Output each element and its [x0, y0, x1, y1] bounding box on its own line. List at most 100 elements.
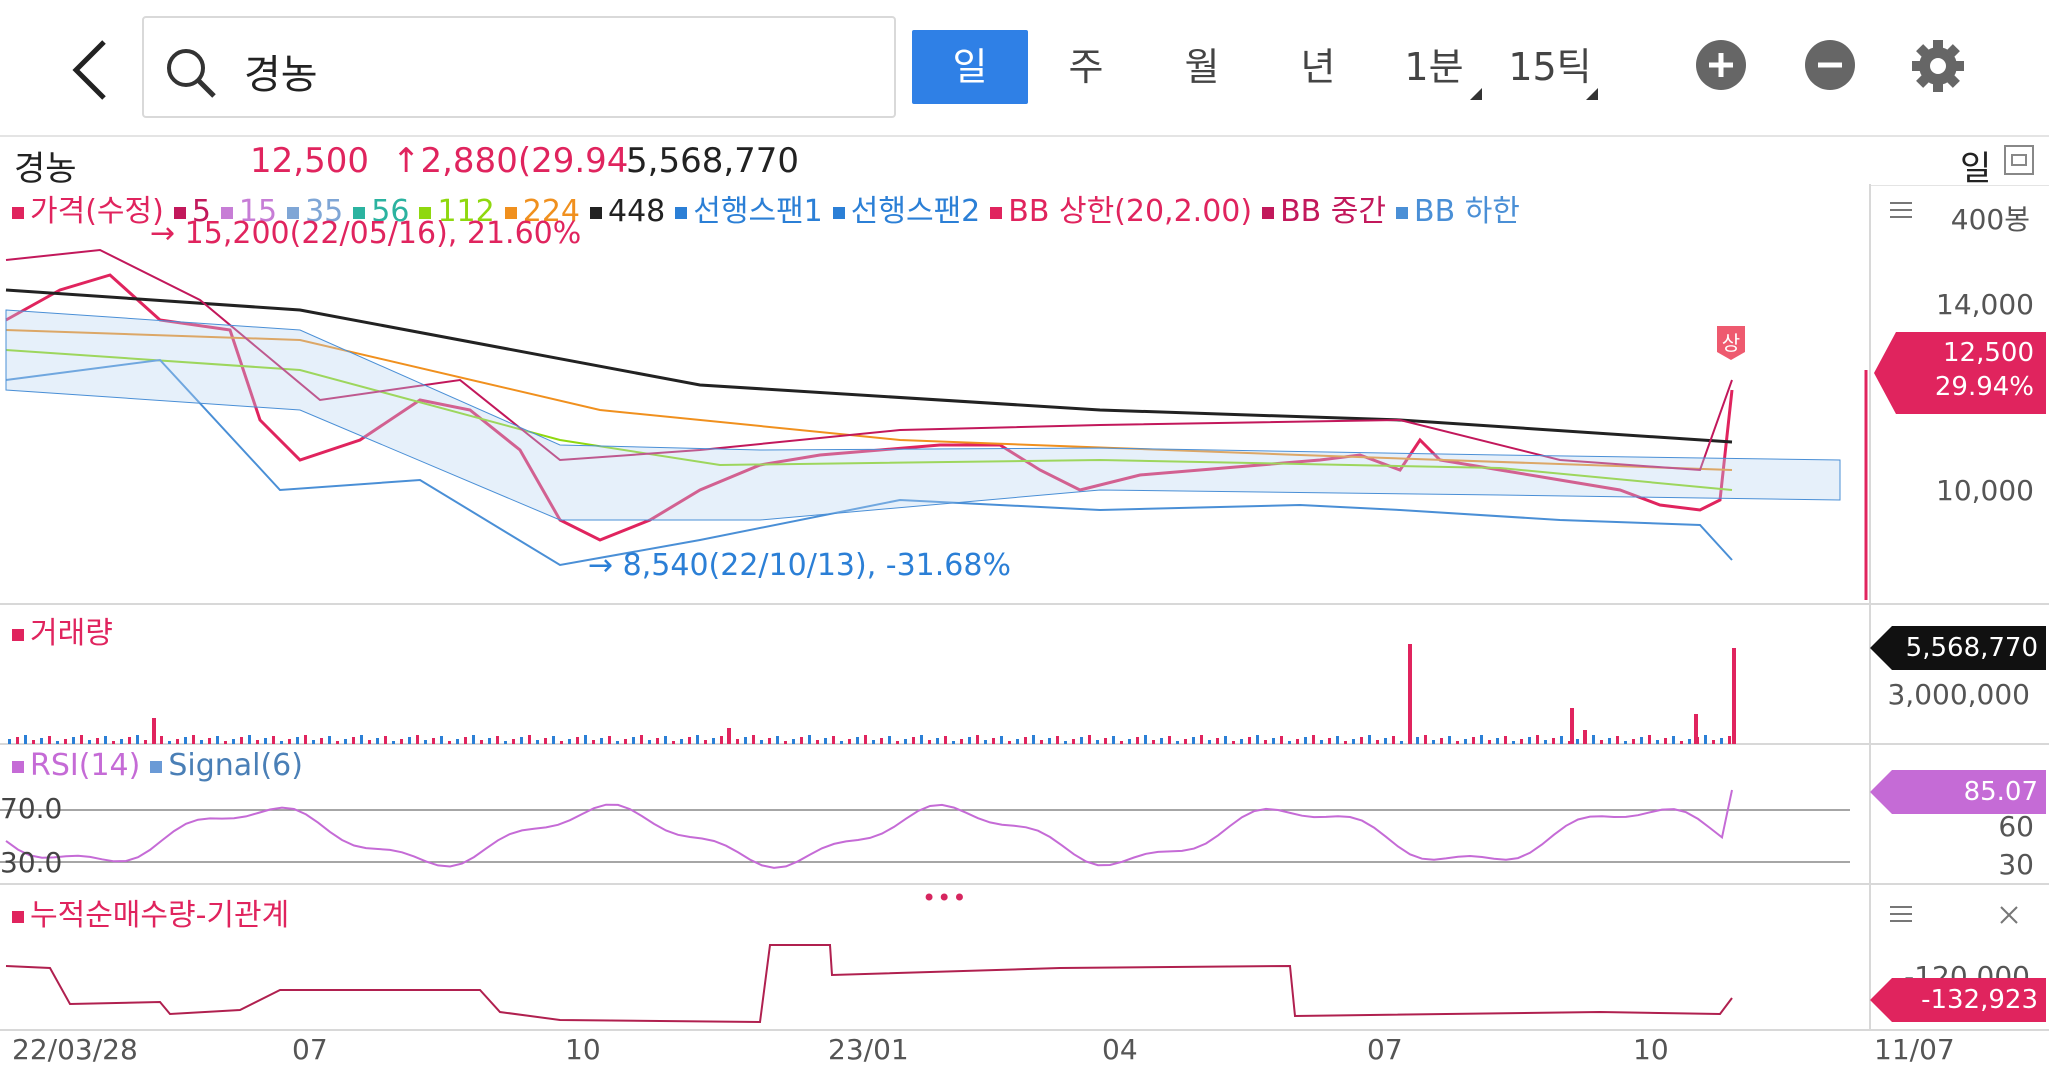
volume-bar: [456, 739, 459, 744]
volume-bar: [48, 736, 51, 744]
volume-bar: [32, 740, 35, 744]
volume-bar: [720, 736, 723, 744]
volume-bar: [256, 740, 259, 744]
volume-spike: [1583, 730, 1587, 744]
volume-bar: [1288, 741, 1291, 744]
volume-bar: [536, 740, 539, 744]
volume-bar: [672, 741, 675, 744]
volume-bar: [608, 736, 611, 744]
volume-bar: [64, 739, 67, 744]
zoom-in-button[interactable]: [1696, 40, 1746, 90]
date-label: 10: [565, 1033, 601, 1066]
volume-bar: [576, 737, 579, 744]
volume-bar: [160, 736, 163, 744]
tab-day[interactable]: 일: [912, 30, 1028, 104]
legend-swatch: [287, 206, 300, 219]
settings-button[interactable]: [1910, 38, 1966, 94]
tab-week[interactable]: 주: [1068, 45, 1104, 89]
legend-item: BB 중간: [1262, 194, 1386, 229]
volume-current-value: 5,568,770: [1905, 633, 2038, 663]
more-button[interactable]: •••: [922, 884, 968, 912]
volume-bar: [1528, 737, 1531, 744]
tab-month[interactable]: 월: [1184, 45, 1220, 89]
legend-label: 56: [371, 194, 410, 229]
period-label: 일: [1960, 149, 1992, 189]
volume-bar: [752, 735, 755, 744]
inst-panel-close-button[interactable]: [1994, 900, 2024, 930]
tab-15tick[interactable]: 15틱: [1508, 45, 1592, 89]
inst-title-text: 누적순매수량-기관계: [30, 898, 290, 933]
volume-bar: [312, 740, 315, 744]
volume-bar: [1040, 740, 1043, 744]
volume-bar: [1224, 736, 1227, 744]
volume-bar: [168, 741, 171, 744]
volume-bar: [368, 740, 371, 744]
volume-bar: [320, 738, 323, 744]
top-bar: 경농 일 주 월 년 1분 15틱: [0, 0, 2049, 135]
tab-year[interactable]: 년: [1300, 45, 1336, 89]
volume-bar: [816, 740, 819, 744]
price-line: [5, 273, 1734, 542]
upper-limit-badge: 상: [1717, 326, 1745, 360]
volume-bar: [944, 736, 947, 744]
volume-bar: [1624, 741, 1627, 744]
rsi-tag-shape: [1870, 770, 2046, 814]
legend-label: 가격(수정): [30, 194, 164, 229]
legend-item: BB 상한(20,2.00): [990, 194, 1252, 229]
volume-bar: [872, 740, 875, 744]
rsi-axis-low: 30: [1998, 848, 2034, 881]
tab-1min[interactable]: 1분: [1404, 45, 1464, 89]
chevron-left-icon: [72, 40, 106, 100]
inst-panel-menu-button[interactable]: [1886, 902, 1916, 926]
volume-bar: [968, 737, 971, 744]
volume-bar: [512, 739, 515, 744]
volume-bar: [1088, 735, 1091, 744]
volume-bar: [1152, 740, 1155, 744]
ma224-line: [5, 329, 1733, 471]
volume-bar: [824, 738, 827, 744]
volume-bar: [216, 736, 219, 744]
search-input[interactable]: 경농: [142, 16, 896, 118]
date-label: 10: [1633, 1033, 1669, 1066]
volume-bar: [928, 740, 931, 744]
volume-bar: [1064, 741, 1067, 744]
volume-bar: [1448, 736, 1451, 744]
volume-bar: [96, 738, 99, 744]
legend-swatch: [419, 206, 432, 219]
volume-bar: [40, 738, 43, 744]
legend-swatch: [990, 206, 1003, 219]
minus-icon: [1818, 62, 1842, 68]
volume-bar: [1200, 735, 1203, 744]
bb-upper-line: [5, 248, 1733, 472]
volume-bar: [760, 740, 763, 744]
legend-label: 448: [608, 194, 666, 229]
volume-bar: [1616, 736, 1619, 744]
volume-bar: [208, 738, 211, 744]
zoom-out-button[interactable]: [1805, 40, 1855, 90]
legend-item: BB 하한: [1396, 194, 1520, 229]
legend-swatch: [832, 206, 845, 219]
volume-bar: [528, 735, 531, 744]
volume-bar: [1256, 735, 1259, 744]
volume-bar: [560, 741, 563, 744]
volume-bar: [1544, 740, 1547, 744]
price-chart-canvas[interactable]: [0, 184, 2049, 1080]
volume-bar: [1120, 741, 1123, 744]
close-icon: [2000, 906, 2018, 924]
ma112-line: [5, 349, 1733, 491]
volume-bar: [1592, 735, 1595, 744]
volume-bar: [736, 739, 739, 744]
fullscreen-button[interactable]: [2004, 145, 2034, 175]
volume-bar: [624, 739, 627, 744]
volume-bar: [976, 735, 979, 744]
legend-swatch: [590, 206, 602, 219]
volume-bar: [1072, 739, 1075, 744]
volume-bar: [480, 740, 483, 744]
legend-item: 112: [419, 194, 495, 229]
panel-menu-button[interactable]: [1886, 198, 1916, 222]
volume-bar: [904, 739, 907, 744]
volume-bar: [848, 739, 851, 744]
volume-spike: [1570, 708, 1574, 744]
back-button[interactable]: [60, 30, 120, 110]
volume-spike: [1732, 648, 1736, 744]
